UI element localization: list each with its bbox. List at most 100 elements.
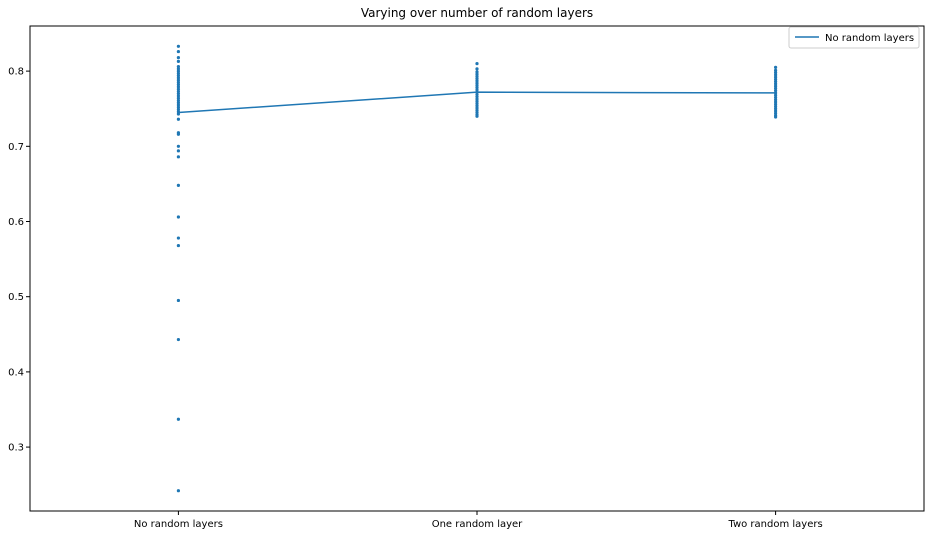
data-point xyxy=(773,102,778,106)
data-point xyxy=(176,71,181,75)
data-point xyxy=(176,103,181,107)
data-point xyxy=(176,155,181,159)
data-point xyxy=(773,107,778,111)
data-point xyxy=(176,144,181,148)
legend-frame xyxy=(788,26,920,49)
data-point xyxy=(773,65,778,69)
y-tick-label: 0.6 xyxy=(8,217,24,228)
data-point xyxy=(176,417,181,421)
y-tick-label: 0.5 xyxy=(8,292,24,303)
data-point xyxy=(773,86,778,91)
data-point xyxy=(475,77,479,81)
data-point xyxy=(475,67,479,71)
data-point xyxy=(475,79,479,83)
data-point xyxy=(176,112,181,116)
data-point xyxy=(176,117,181,121)
data-point xyxy=(475,110,479,115)
data-point xyxy=(475,106,479,110)
data-point xyxy=(176,89,181,94)
data-point xyxy=(176,76,181,80)
data-point xyxy=(773,93,778,97)
data-point xyxy=(475,88,479,92)
data-point xyxy=(773,100,778,104)
data-point xyxy=(176,55,181,60)
data-point xyxy=(773,75,778,79)
data-point xyxy=(176,87,181,91)
legend: No random layers xyxy=(788,26,920,49)
data-point xyxy=(773,98,778,102)
data-point xyxy=(773,71,778,75)
data-point xyxy=(773,77,778,81)
x-tick-label: Two random layers xyxy=(727,519,822,530)
data-point xyxy=(176,49,181,54)
data-point xyxy=(475,83,479,88)
legend-entry-label: No random layers xyxy=(825,33,914,44)
data-point xyxy=(176,149,181,153)
data-point xyxy=(176,107,181,112)
data-point xyxy=(176,183,181,188)
series-line xyxy=(178,91,776,114)
data-point xyxy=(176,92,181,96)
data-point xyxy=(773,73,778,77)
data-point xyxy=(176,83,181,87)
data-point xyxy=(475,101,479,106)
y-tick-label: 0.4 xyxy=(8,367,24,378)
data-point xyxy=(475,95,479,99)
line-layer xyxy=(178,91,776,114)
data-point xyxy=(475,99,479,103)
data-point xyxy=(773,91,778,95)
data-point xyxy=(475,97,479,101)
data-point xyxy=(176,236,181,240)
data-point xyxy=(475,72,479,76)
data-point xyxy=(176,105,181,109)
data-point xyxy=(475,81,479,85)
data-point xyxy=(176,44,181,48)
y-tick-label: 0.3 xyxy=(8,443,24,454)
data-point xyxy=(176,69,181,73)
data-point xyxy=(773,80,778,84)
data-point xyxy=(773,115,778,119)
y-tick-label: 0.7 xyxy=(8,142,24,153)
data-point xyxy=(475,114,479,118)
data-point xyxy=(176,96,181,100)
data-point xyxy=(773,95,778,100)
x-tick-label: One random layer xyxy=(432,519,523,530)
data-point xyxy=(176,80,181,84)
x-tick-label: No random layers xyxy=(134,519,223,530)
data-point xyxy=(773,89,778,93)
data-point xyxy=(475,108,479,112)
data-point xyxy=(475,92,479,97)
data-point xyxy=(773,68,778,72)
data-point xyxy=(475,86,479,90)
data-point xyxy=(773,82,778,86)
scatter-points-layer xyxy=(176,44,778,493)
data-point xyxy=(176,132,181,136)
data-point xyxy=(176,298,181,303)
data-point xyxy=(176,67,181,71)
data-point xyxy=(176,337,181,342)
data-point xyxy=(176,65,181,69)
data-point xyxy=(176,215,181,219)
data-point xyxy=(176,489,181,493)
data-point xyxy=(773,84,778,88)
data-point xyxy=(475,104,479,108)
data-point xyxy=(176,78,181,82)
data-point xyxy=(773,104,778,109)
data-point xyxy=(176,85,181,89)
data-point xyxy=(773,109,778,113)
data-point xyxy=(176,59,181,63)
data-point xyxy=(475,70,479,74)
data-point xyxy=(176,74,181,78)
data-point xyxy=(176,243,181,248)
y-tick-label: 0.8 xyxy=(8,67,24,78)
data-point xyxy=(475,61,479,66)
axes-layer: 0.3 0.4 0.5 0.6 0.7 0.8 No random layers One ra… xyxy=(8,25,925,530)
data-point xyxy=(176,101,181,105)
chart-title: Varying over number of random layers xyxy=(361,6,593,20)
data-point xyxy=(475,74,479,78)
data-point xyxy=(773,111,778,115)
data-point xyxy=(176,98,181,103)
data-point xyxy=(176,94,181,98)
